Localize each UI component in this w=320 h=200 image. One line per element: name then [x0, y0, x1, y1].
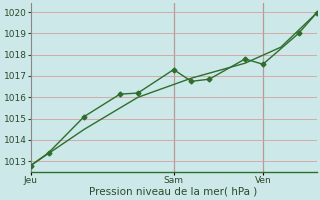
X-axis label: Pression niveau de la mer( hPa ): Pression niveau de la mer( hPa ) [90, 187, 258, 197]
